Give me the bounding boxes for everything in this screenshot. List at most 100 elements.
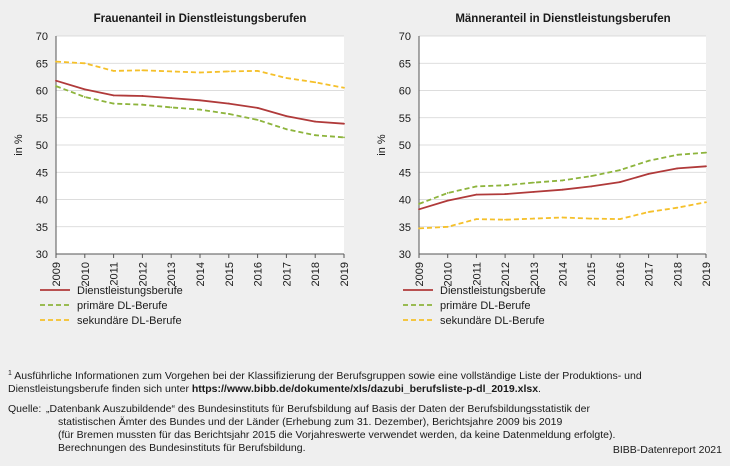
x-tick-label: 2012 bbox=[137, 262, 149, 286]
data-point bbox=[590, 185, 593, 188]
y-tick-label: 40 bbox=[399, 195, 411, 207]
data-point bbox=[705, 165, 707, 168]
x-tick-label: 2014 bbox=[195, 262, 207, 286]
data-point bbox=[504, 193, 506, 195]
legend-label: sekundäre DL-Berufe bbox=[77, 315, 182, 327]
x-tick-label: 2009 bbox=[51, 262, 63, 286]
data-point bbox=[676, 206, 679, 209]
x-tick-label: 2011 bbox=[471, 262, 483, 286]
source-line: (für Bremen mussten für das Berichtsjahr… bbox=[58, 429, 616, 441]
data-point bbox=[446, 225, 449, 228]
y-tick-label: 30 bbox=[399, 249, 411, 261]
x-tick-label: 2010 bbox=[443, 262, 455, 286]
source-line: „Datenbank Auszubildende“ des Bundesinst… bbox=[46, 403, 590, 415]
footnote-text: Ausführliche Informationen zum Vorgehen … bbox=[8, 370, 642, 395]
data-point bbox=[418, 202, 420, 205]
data-point bbox=[647, 159, 650, 162]
y-tick-label: 35 bbox=[36, 222, 48, 234]
data-point bbox=[590, 217, 593, 220]
x-tick-label: 2018 bbox=[672, 262, 684, 286]
y-tick-label: 55 bbox=[399, 113, 411, 125]
data-point bbox=[285, 77, 288, 79]
y-axis-label: in % bbox=[13, 134, 25, 156]
data-point bbox=[705, 201, 707, 204]
data-point bbox=[343, 136, 345, 139]
data-point bbox=[314, 120, 317, 123]
data-point bbox=[170, 106, 173, 109]
x-tick-label: 2018 bbox=[310, 262, 322, 286]
y-tick-label: 70 bbox=[36, 31, 48, 43]
data-point bbox=[705, 151, 707, 154]
footnote-link[interactable]: https://www.bibb.de/dokumente/xls/dazubi… bbox=[191, 383, 539, 395]
data-point bbox=[112, 69, 115, 72]
source-line: statistischen Ämter des Bundes und der L… bbox=[58, 416, 563, 428]
data-point bbox=[676, 153, 679, 156]
data-point bbox=[314, 81, 317, 84]
data-point bbox=[314, 134, 317, 137]
x-tick-label: 2017 bbox=[281, 262, 293, 286]
y-tick-label: 65 bbox=[399, 58, 411, 70]
x-tick-label: 2019 bbox=[701, 262, 713, 286]
data-point bbox=[83, 88, 86, 91]
x-tick-label: 2015 bbox=[586, 262, 598, 286]
data-point bbox=[619, 181, 621, 183]
data-point bbox=[504, 184, 506, 187]
y-tick-label: 45 bbox=[399, 167, 411, 179]
x-tick-label: 2019 bbox=[339, 262, 351, 286]
x-tick-label: 2016 bbox=[253, 262, 265, 286]
y-tick-label: 50 bbox=[36, 140, 48, 152]
legend-label: primäre DL-Berufe bbox=[440, 300, 530, 312]
footnote-end: . bbox=[538, 383, 541, 395]
data-point bbox=[170, 97, 173, 100]
data-point bbox=[647, 211, 650, 213]
data-point bbox=[141, 69, 144, 72]
y-tick-label: 65 bbox=[36, 58, 48, 70]
data-point bbox=[475, 218, 478, 221]
data-point bbox=[619, 218, 621, 221]
data-point bbox=[227, 70, 230, 73]
data-point bbox=[55, 79, 57, 82]
data-point bbox=[446, 192, 449, 194]
x-tick-label: 2014 bbox=[558, 262, 570, 286]
data-point bbox=[561, 179, 564, 182]
data-point bbox=[418, 227, 420, 230]
x-tick-label: 2011 bbox=[109, 262, 121, 286]
data-point bbox=[227, 113, 230, 115]
x-tick-label: 2015 bbox=[224, 262, 236, 286]
data-point bbox=[343, 86, 345, 89]
y-tick-label: 60 bbox=[399, 86, 411, 98]
data-point bbox=[561, 216, 564, 219]
x-tick-label: 2013 bbox=[529, 262, 541, 286]
data-point bbox=[55, 60, 57, 63]
data-point bbox=[141, 103, 144, 106]
charts-area: Frauenanteil in Dienstleistungsberufen 30… bbox=[13, 13, 713, 327]
y-tick-label: 40 bbox=[36, 195, 48, 207]
data-point bbox=[475, 185, 478, 188]
footnote-marker: 1 bbox=[8, 370, 12, 377]
chart-title: Frauenanteil in Dienstleistungsberufen bbox=[94, 13, 307, 25]
data-point bbox=[418, 208, 420, 211]
y-tick-label: 70 bbox=[399, 31, 411, 43]
y-tick-label: 35 bbox=[399, 222, 411, 234]
legend-label: primäre DL-Berufe bbox=[77, 300, 167, 312]
y-tick-label: 60 bbox=[36, 86, 48, 98]
source-line: Berechnungen des Bundesinstituts für Ber… bbox=[58, 442, 306, 454]
data-point bbox=[256, 107, 259, 109]
data-point bbox=[647, 172, 650, 175]
data-point bbox=[619, 169, 621, 171]
data-point bbox=[532, 217, 535, 220]
x-tick-label: 2012 bbox=[500, 262, 512, 286]
data-point bbox=[590, 175, 593, 177]
data-point bbox=[256, 69, 259, 72]
data-point bbox=[446, 199, 449, 202]
data-point bbox=[676, 167, 679, 170]
legend-label: Dienstleistungsberufe bbox=[440, 285, 546, 297]
data-point bbox=[343, 122, 345, 125]
data-point bbox=[141, 95, 144, 97]
legend-label: Dienstleistungsberufe bbox=[77, 285, 183, 297]
x-tick-label: 2016 bbox=[615, 262, 627, 286]
chart-panel-1: Frauenanteil in Dienstleistungsberufen 30… bbox=[13, 13, 351, 327]
x-tick-label: 2013 bbox=[166, 262, 178, 286]
y-axis-label: in % bbox=[376, 134, 388, 156]
data-point bbox=[532, 181, 535, 184]
